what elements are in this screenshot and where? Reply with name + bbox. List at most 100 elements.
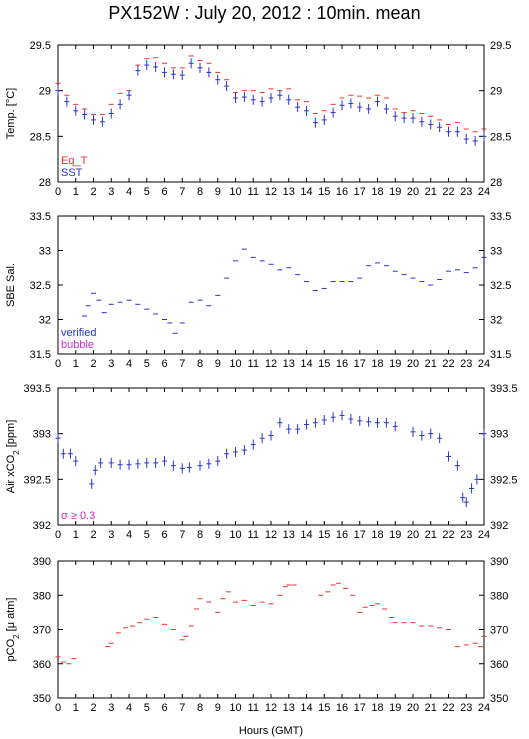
x-tick-label: 12 <box>265 186 277 198</box>
x-tick-label: 24 <box>478 186 490 198</box>
y-axis-label: Air xCO2 [ppm] <box>5 420 21 494</box>
x-tick-label: 18 <box>371 186 383 198</box>
legend-item: bubble <box>61 339 94 351</box>
x-tick-label: 16 <box>336 702 348 714</box>
x-tick-label: 5 <box>144 186 150 198</box>
x-tick-label: 23 <box>460 186 472 198</box>
x-tick-label: 17 <box>354 529 366 541</box>
x-tick-label: 1 <box>73 702 79 714</box>
panel-1: 0 1 2 3 4 5 6 7 8 9 10 11 12 13 14 15 16 17 18 19 20 21 22 23 24… <box>5 40 511 198</box>
x-tick-label: 8 <box>197 358 203 370</box>
y-tick-label: 360 <box>33 659 51 671</box>
x-tick-label: 4 <box>126 358 132 370</box>
y-tick-label: 28 <box>39 177 51 189</box>
y-axis-label: Temp. [°C] <box>5 88 17 139</box>
x-tick-label: 21 <box>425 358 437 370</box>
x-tick-label: 5 <box>144 358 150 370</box>
x-tick-label: 22 <box>442 529 454 541</box>
y-tick-label-right: 393.5 <box>490 383 518 395</box>
series-xco2 <box>55 410 487 508</box>
x-tick-label: 18 <box>371 529 383 541</box>
y-tick-label: 29.5 <box>30 40 51 52</box>
x-tick-label: 9 <box>215 529 221 541</box>
x-tick-label: 23 <box>460 358 472 370</box>
x-tick-label: 20 <box>407 702 419 714</box>
legend-item: σ ≥ 0.3 <box>61 510 95 522</box>
x-tick-label: 11 <box>248 186 259 198</box>
y-tick-label: 33 <box>39 246 51 258</box>
x-tick-label: 19 <box>389 358 401 370</box>
x-tick-label: 13 <box>283 529 295 541</box>
legend-item: Eq_T <box>61 155 88 167</box>
x-tick-label: 13 <box>283 702 295 714</box>
x-tick-label: 24 <box>478 358 490 370</box>
series-pco2 <box>55 582 487 665</box>
x-tick-label: 18 <box>371 358 383 370</box>
plot-frame <box>57 560 485 699</box>
x-tick-label: 21 <box>425 529 437 541</box>
y-tick-label: 370 <box>33 625 51 637</box>
x-tick-label: 17 <box>354 186 366 198</box>
x-tick-label: 14 <box>300 702 312 714</box>
y-tick-label-right: 32 <box>490 315 502 327</box>
y-tick-label: 29 <box>39 86 51 98</box>
x-tick-label: 24 <box>478 529 490 541</box>
x-tick-label: 6 <box>161 702 167 714</box>
x-tick-label: 8 <box>197 529 203 541</box>
x-tick-label: 3 <box>108 529 114 541</box>
x-tick-label: 9 <box>215 358 221 370</box>
series-eq-t <box>55 55 487 133</box>
legend-item: SST <box>61 167 83 179</box>
x-tick-label: 15 <box>318 702 330 714</box>
y-tick-label-right: 33 <box>490 246 502 258</box>
x-tick-label: 4 <box>126 702 132 714</box>
x-tick-label: 12 <box>265 529 277 541</box>
x-tick-label: 19 <box>389 186 401 198</box>
x-tick-label: 10 <box>229 358 241 370</box>
x-tick-label: 0 <box>55 358 61 370</box>
x-tick-label: 6 <box>161 186 167 198</box>
x-tick-label: 9 <box>215 186 221 198</box>
x-tick-label: 8 <box>197 702 203 714</box>
panel-4: 0 1 2 3 4 5 6 7 8 9 10 11 12 13 14 15 16 17 18 19 20 21 22 23 24… <box>5 556 508 714</box>
x-tick-label: 7 <box>179 529 185 541</box>
x-tick-label: 14 <box>300 529 312 541</box>
x-tick-label: 24 <box>478 702 490 714</box>
x-tick-label: 10 <box>229 529 241 541</box>
y-tick-label-right: 390 <box>490 556 508 568</box>
y-tick-label-right: 29 <box>490 86 502 98</box>
panel-3: 0 1 2 3 4 5 6 7 8 9 10 11 12 13 14 15 16 17 18 19 20 21 22 23 24… <box>5 383 518 541</box>
x-tick-label: 23 <box>460 702 472 714</box>
y-tick-label-right: 392.5 <box>490 474 518 486</box>
y-tick-label-right: 33.5 <box>490 211 511 223</box>
x-tick-label: 20 <box>407 358 419 370</box>
legend-item: verified <box>61 327 96 339</box>
y-tick-label: 32.5 <box>30 280 51 292</box>
x-tick-label: 8 <box>197 186 203 198</box>
x-tick-label: 0 <box>55 186 61 198</box>
x-tick-label: 4 <box>126 186 132 198</box>
x-tick-label: 15 <box>318 358 330 370</box>
y-tick-label-right: 28.5 <box>490 131 511 143</box>
plot-frame <box>57 387 485 526</box>
y-tick-label: 33.5 <box>30 211 51 223</box>
x-tick-label: 2 <box>90 358 96 370</box>
x-tick-label: 17 <box>354 358 366 370</box>
x-tick-label: 9 <box>215 702 221 714</box>
y-tick-label-right: 392 <box>490 520 508 532</box>
series-sst <box>55 58 487 146</box>
x-tick-label: 5 <box>144 702 150 714</box>
x-tick-label: 2 <box>90 186 96 198</box>
panel-2: 0 1 2 3 4 5 6 7 8 9 10 11 12 13 14 15 16 17 18 19 20 21 22 23 24… <box>5 211 511 370</box>
x-tick-label: 15 <box>318 186 330 198</box>
x-tick-label: 0 <box>55 702 61 714</box>
x-axis-label: Hours (GMT) <box>239 725 303 737</box>
x-tick-label: 18 <box>371 702 383 714</box>
x-tick-label: 1 <box>73 358 79 370</box>
x-tick-label: 21 <box>425 186 437 198</box>
y-tick-label: 392.5 <box>23 474 51 486</box>
x-tick-label: 19 <box>389 529 401 541</box>
